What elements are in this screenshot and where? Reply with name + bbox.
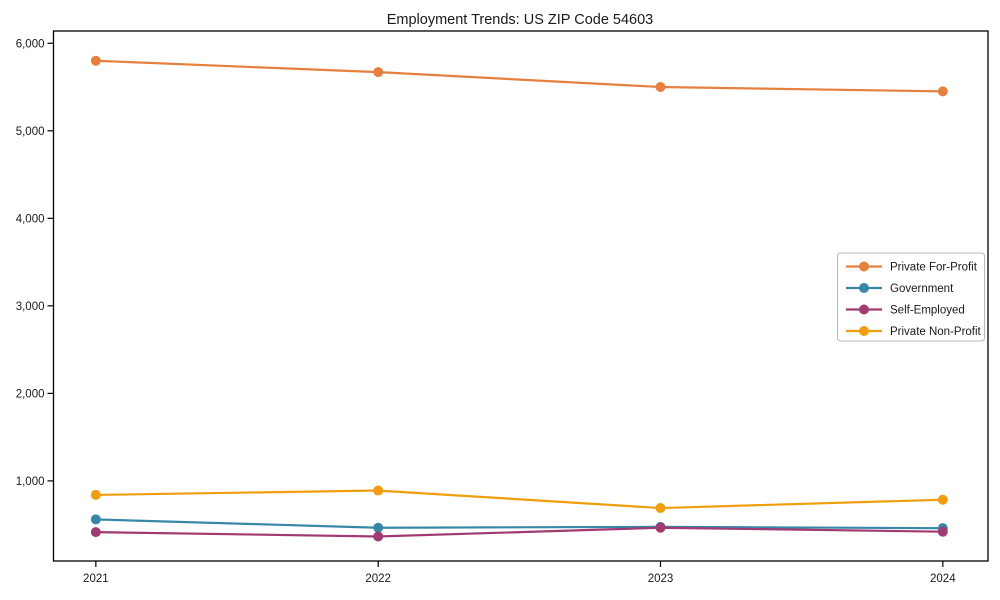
- series-line: [94, 518, 944, 530]
- legend-entry-self-employed: Self-Employed: [846, 304, 965, 317]
- series-private-for-profit: [90, 55, 948, 97]
- data-point: [373, 522, 384, 533]
- data-point: [937, 526, 948, 537]
- legend-label: Government: [890, 283, 954, 295]
- legend-label: Self-Employed: [890, 305, 965, 317]
- chart-title: Employment Trends: US ZIP Code 54603: [387, 12, 654, 28]
- x-tick-label: 2021: [83, 573, 109, 585]
- legend-marker: [859, 304, 869, 315]
- data-point: [90, 527, 101, 538]
- data-point: [90, 514, 101, 525]
- legend-marker: [859, 261, 869, 272]
- series-private-non-profit: [90, 485, 948, 514]
- series-line: [94, 526, 944, 538]
- y-tick-label: 6,000: [16, 38, 45, 50]
- legend-box: [837, 252, 985, 342]
- y-tick-label: 3,000: [16, 301, 45, 313]
- x-tick-label: 2022: [365, 573, 391, 585]
- y-tick-label: 2,000: [16, 388, 45, 400]
- data-point: [373, 531, 384, 542]
- legend-entry-private-for-profit: Private For-Profit: [846, 261, 978, 274]
- data-point: [90, 489, 101, 500]
- data-point: [937, 494, 948, 505]
- legend-marker: [859, 283, 869, 293]
- y-tick-label: 5,000: [16, 126, 45, 138]
- data-point: [90, 55, 101, 66]
- data-point: [373, 67, 384, 78]
- y-tick-label: 4,000: [16, 213, 45, 225]
- series-line: [94, 59, 944, 93]
- plot-frame: [52, 30, 989, 562]
- legend-entry-government: Government: [846, 283, 954, 295]
- plot-border: [52, 30, 989, 562]
- x-tick-label: 2023: [648, 573, 674, 585]
- legend: Private For-Profit Government Self-Employe…: [837, 252, 985, 342]
- data-point: [655, 522, 666, 533]
- legend-marker: [859, 326, 869, 336]
- legend-label: Private Non-Profit: [890, 326, 982, 338]
- series-line: [94, 489, 944, 510]
- axes: 1,000 2,000 3,000 4,000 5,000 6,000 2021 2022 20…: [16, 38, 956, 585]
- x-tick-label: 2024: [930, 573, 956, 585]
- legend-label: Private For-Profit: [890, 262, 978, 274]
- data-point: [655, 503, 666, 514]
- data-point: [937, 86, 948, 97]
- series-self-employed: [90, 522, 948, 542]
- y-tick-label: 1,000: [16, 476, 45, 488]
- data-point: [655, 82, 666, 93]
- data-point: [373, 485, 384, 496]
- series-group: [90, 55, 948, 542]
- legend-entry-private-non-profit: Private Non-Profit: [846, 326, 982, 338]
